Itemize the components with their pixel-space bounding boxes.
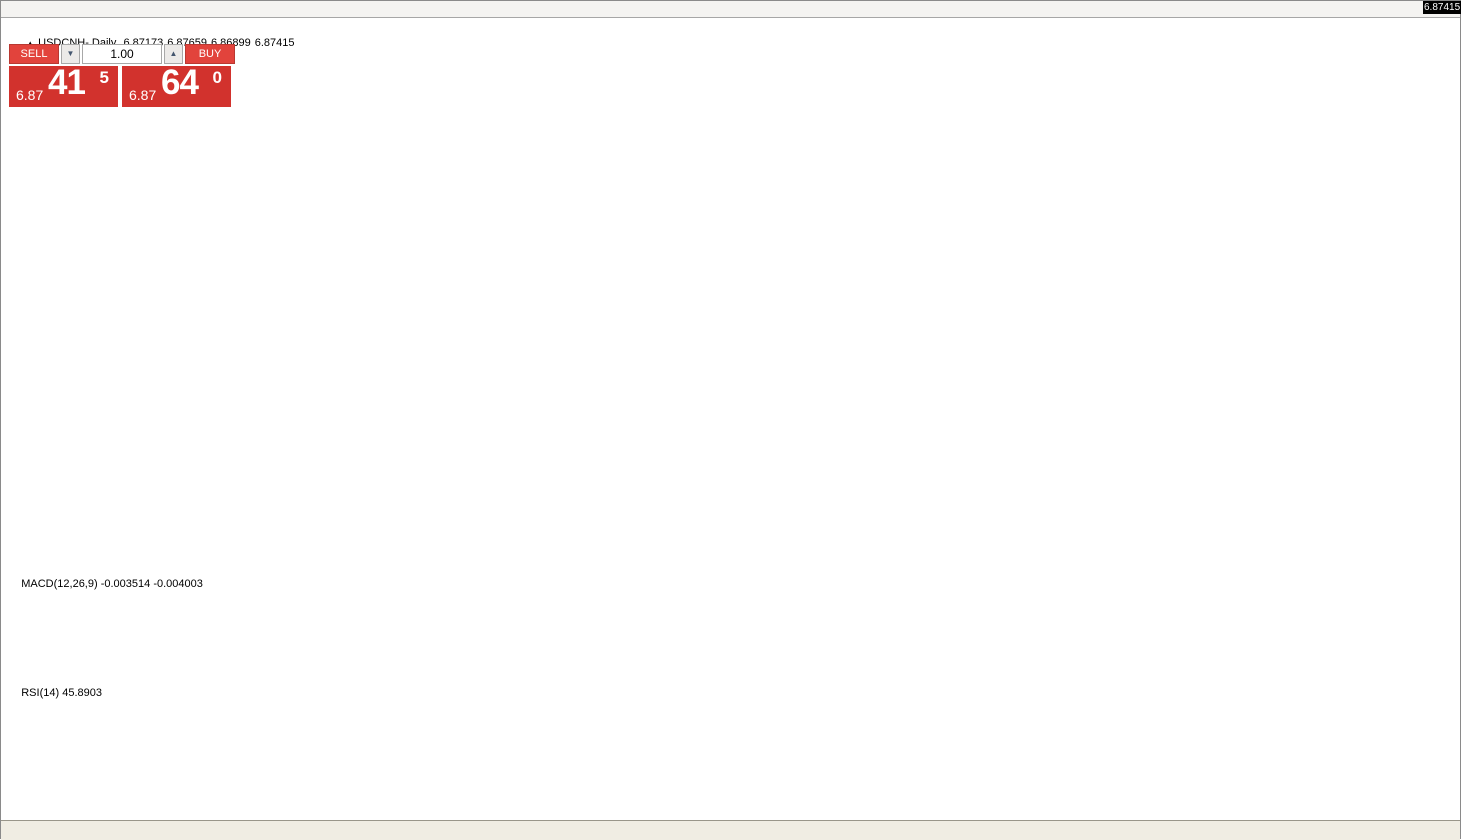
sell-price-big: 41 [48,63,86,102]
volume-increase-button[interactable]: ▲ [164,44,183,64]
rsi-indicator-label: RSI(14) 45.8903 [9,675,102,711]
buy-price-sup: 0 [212,68,222,87]
sell-price-prefix: 6.87 [16,87,44,103]
buy-price-prefix: 6.87 [129,87,157,103]
macd-indicator-label: MACD(12,26,9) -0.003514 -0.004003 [9,566,203,602]
macd-signal-value: -0.004003 [153,578,203,590]
sell-price-tile[interactable]: 6.87 41 5 [9,63,118,107]
sell-price-sup: 5 [99,68,109,87]
macd-main-value: -0.003514 [100,578,151,590]
rsi-value: 45.8903 [62,687,102,699]
buy-price-big: 64 [161,63,199,102]
current-price-tag: 6.87415 [1423,1,1461,14]
buy-price-tile[interactable]: 6.87 64 0 [122,63,231,107]
rsi-name: RSI(14) [21,687,60,699]
quote-close: 6.87415 [254,37,295,49]
macd-name: MACD(12,26,9) [21,578,98,590]
sell-button[interactable]: SELL [9,44,59,64]
volume-input[interactable]: 1.00 [82,44,162,64]
one-click-trading-panel: SELL ▼ 1.00 ▲ BUY 6.87 41 5 6.87 64 0 [9,44,235,107]
chart-tab-bar [1,820,1460,840]
volume-decrease-button[interactable]: ▼ [61,44,80,64]
collapse-panel-icon[interactable]: ▲ [26,39,34,48]
buy-button[interactable]: BUY [185,44,235,64]
